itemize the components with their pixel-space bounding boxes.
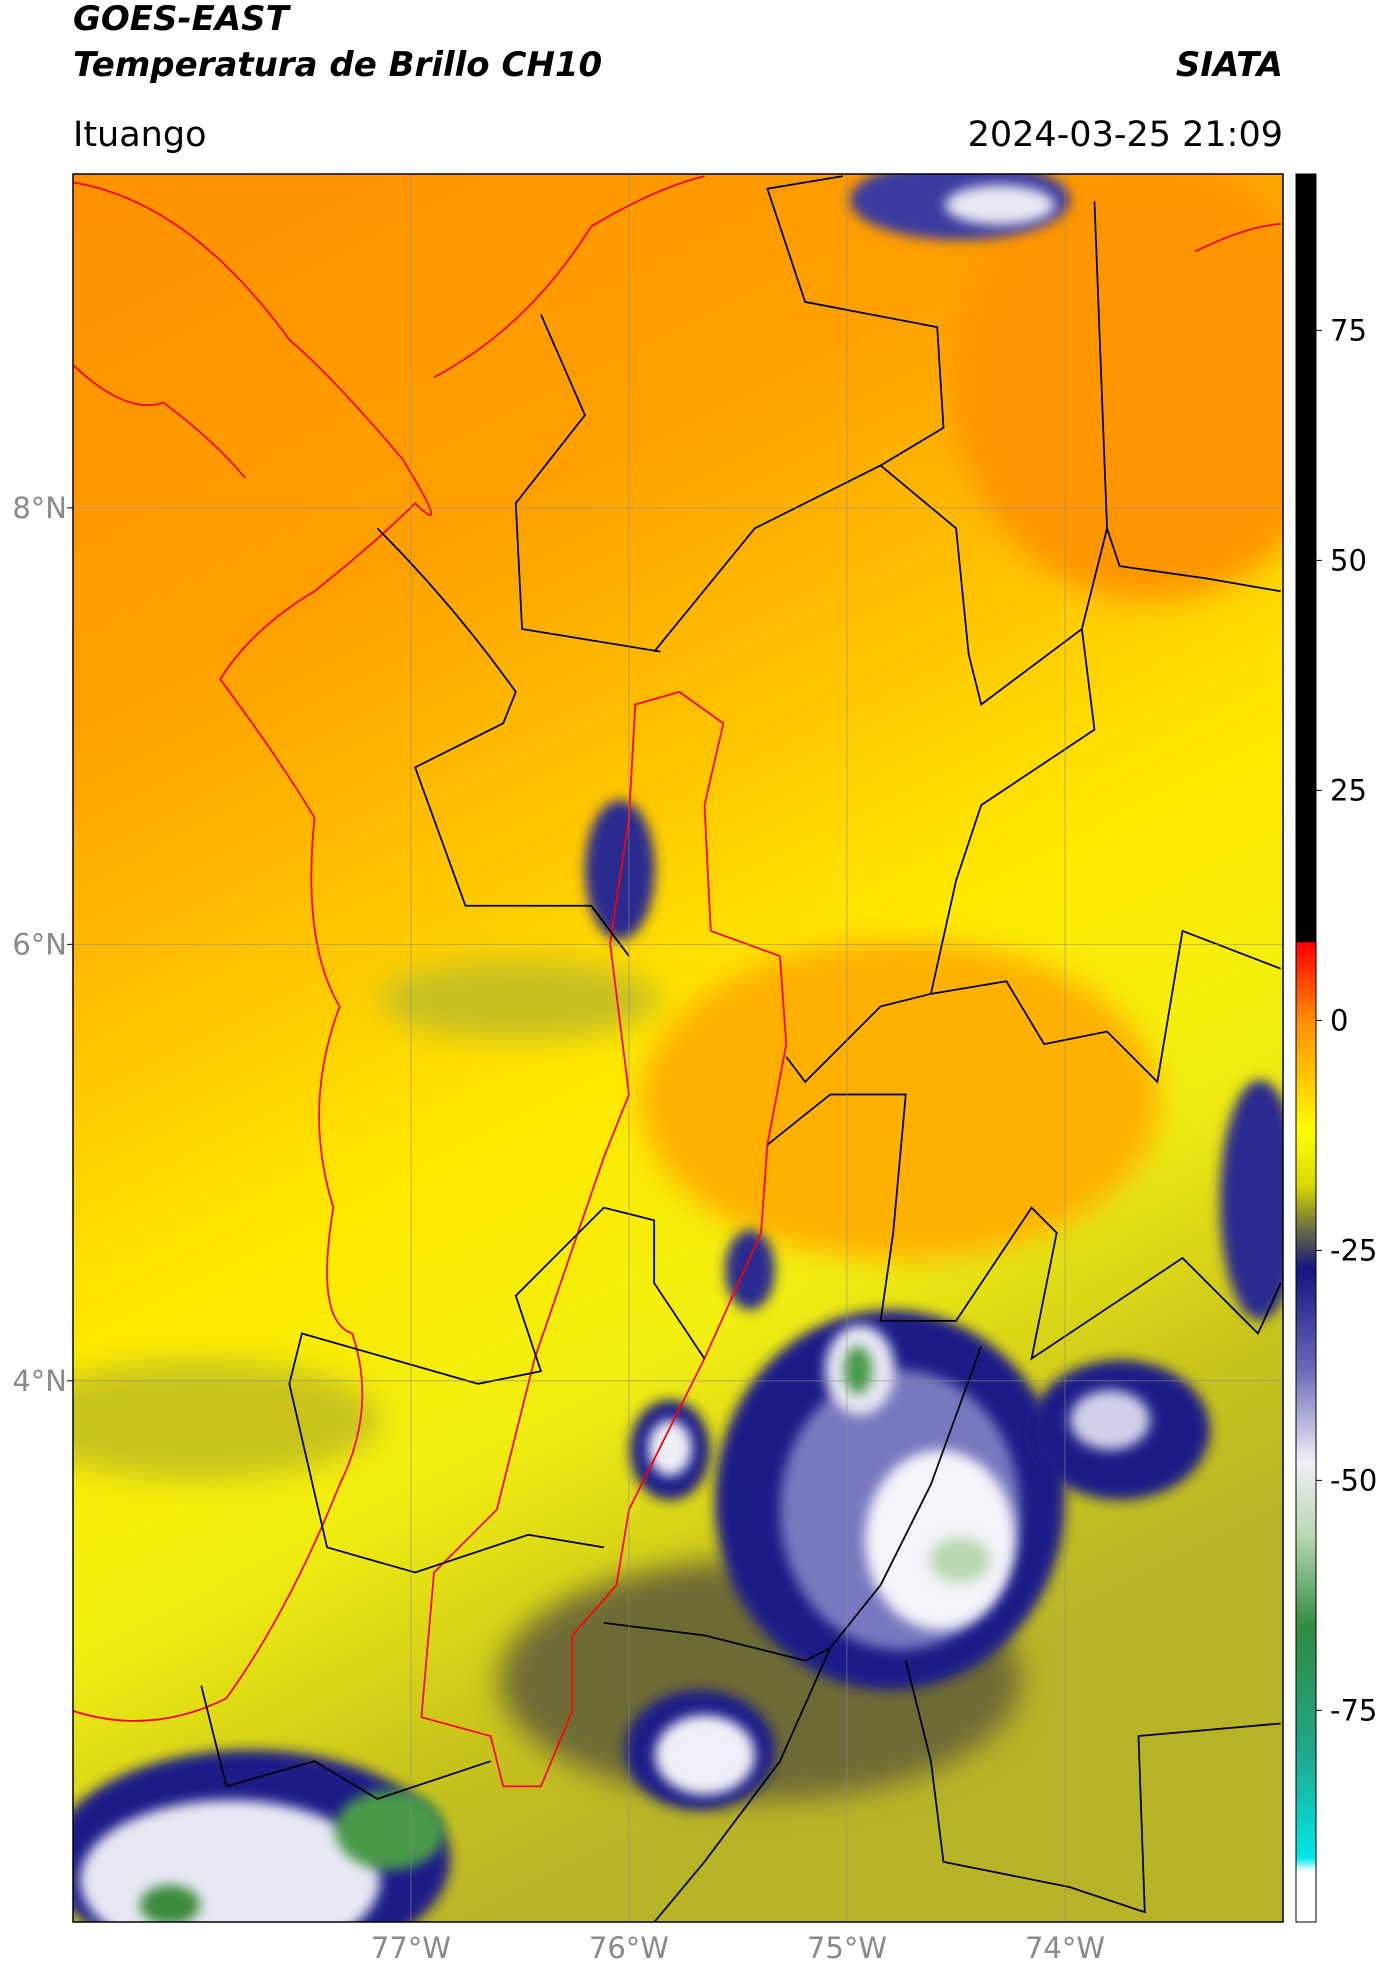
storm-core <box>930 1538 990 1582</box>
y-tick-label: 8°N <box>12 491 67 525</box>
storm-core <box>1070 1390 1150 1450</box>
colorbar-tick-label: -75 <box>1330 1693 1377 1727</box>
department-border <box>603 1621 831 1662</box>
coastline <box>73 364 246 479</box>
map-frame <box>72 173 1284 1923</box>
graticule <box>73 174 1283 1922</box>
department-border <box>880 201 1108 706</box>
cloud-cell <box>1220 1080 1283 1320</box>
cloud-band <box>380 960 660 1040</box>
storm-core <box>865 1450 1015 1630</box>
storm-core <box>140 1885 200 1922</box>
department-border <box>653 175 945 653</box>
region: Ituango <box>73 115 207 155</box>
colorbar-tick-label: 0 <box>1330 1003 1348 1037</box>
cloud-cell <box>725 1230 775 1310</box>
colorbar-tick-label: 25 <box>1330 773 1367 807</box>
storm-core <box>648 1420 692 1476</box>
department-border <box>1106 528 1281 593</box>
subtitle: Temperatura de Brillo CH10 <box>73 45 602 85</box>
cloud-cell <box>585 800 655 940</box>
colorbar-tick-label: -50 <box>1330 1463 1377 1497</box>
x-tick-label: 75°W <box>807 1931 887 1965</box>
department-border <box>930 929 1281 1084</box>
department-border <box>288 1206 706 1574</box>
colorbar-scale <box>1295 173 1317 1923</box>
storm-core <box>655 1715 755 1795</box>
map-image <box>73 174 1283 1922</box>
storm-core <box>844 1346 872 1394</box>
colorbar-tick-label: 75 <box>1330 313 1367 347</box>
datetime: 2024-03-25 21:09 <box>968 115 1283 155</box>
title: GOES-EAST <box>73 0 292 39</box>
coastline <box>73 181 433 1722</box>
department-border <box>376 527 630 957</box>
coastline <box>1194 223 1281 253</box>
y-tick-label: 6°N <box>12 927 67 961</box>
coastline <box>433 175 705 379</box>
boundaries <box>73 175 1282 1922</box>
cloud-band <box>73 1360 380 1480</box>
colorbar-tick-label: -25 <box>1330 1233 1377 1267</box>
department-border <box>785 628 1096 1084</box>
y-tick-label: 4°N <box>12 1364 67 1398</box>
x-tick-label: 74°W <box>1025 1931 1105 1965</box>
department-border <box>904 1660 1281 1914</box>
colorbar: 75 50 25 0 -25 -50 -75 <box>1295 173 1377 1923</box>
department-border <box>766 1093 1282 1361</box>
department-border <box>514 314 661 653</box>
region-outline <box>420 690 788 1788</box>
colorbar-tick-label: 50 <box>1330 543 1367 577</box>
cloud-cell <box>945 185 1055 225</box>
department-border <box>200 1685 491 1800</box>
source: SIATA <box>1176 45 1283 85</box>
warm-area <box>950 174 1283 600</box>
x-tick-label: 76°W <box>589 1931 669 1965</box>
storm-core <box>335 1790 445 1870</box>
storm-core <box>80 1800 380 1922</box>
warm-area <box>640 940 1160 1260</box>
x-tick-label: 77°W <box>371 1931 451 1965</box>
